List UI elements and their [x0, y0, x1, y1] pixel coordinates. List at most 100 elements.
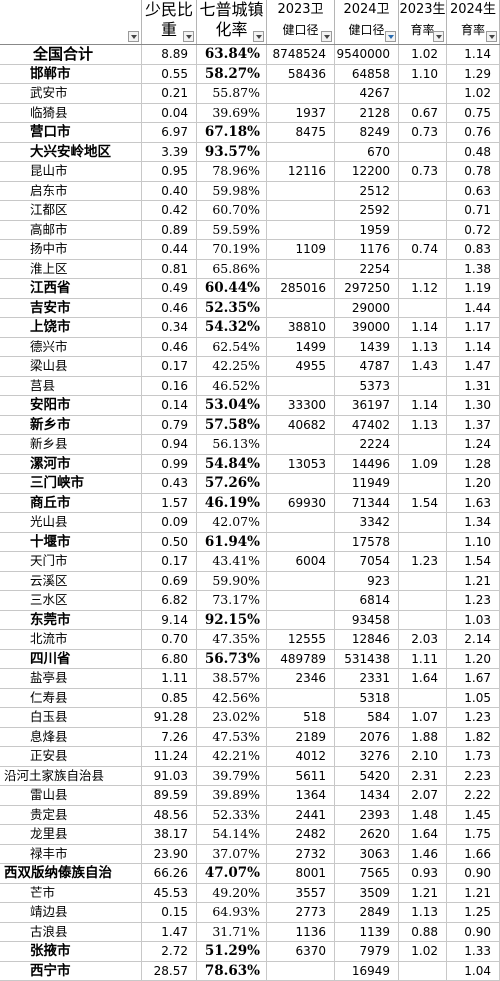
fertility-2023-cell[interactable]: 1.13 — [399, 416, 447, 435]
fertility-2023-cell[interactable]: 0.67 — [399, 104, 447, 123]
health-2024-cell[interactable]: 531438 — [335, 650, 399, 669]
fertility-2024-cell[interactable]: 0.83 — [447, 240, 500, 259]
fertility-2024-cell[interactable]: 1.21 — [447, 572, 500, 591]
health-2023-cell[interactable] — [267, 377, 335, 396]
health-2023-cell[interactable]: 4955 — [267, 357, 335, 376]
health-2023-cell[interactable] — [267, 513, 335, 532]
fertility-2023-cell[interactable]: 2.31 — [399, 767, 447, 786]
health-2023-cell[interactable]: 1937 — [267, 104, 335, 123]
fertility-2023-cell[interactable]: 1.13 — [399, 903, 447, 922]
fertility-2023-cell[interactable] — [399, 221, 447, 240]
region-name-cell[interactable]: 新乡县 — [0, 435, 142, 454]
urbanization-cell[interactable]: 60.70% — [197, 201, 267, 220]
urbanization-cell[interactable]: 42.56% — [197, 689, 267, 708]
region-name-cell[interactable]: 北流市 — [0, 630, 142, 649]
fertility-2024-cell[interactable]: 1.23 — [447, 708, 500, 727]
fertility-2023-cell[interactable] — [399, 533, 447, 552]
urbanization-cell[interactable]: 52.33% — [197, 806, 267, 825]
fertility-2024-cell[interactable]: 0.76 — [447, 123, 500, 142]
fertility-2024-cell[interactable]: 1.10 — [447, 533, 500, 552]
urbanization-cell[interactable]: 54.14% — [197, 825, 267, 844]
minority-share-cell[interactable]: 45.53 — [142, 884, 197, 903]
fertility-2023-cell[interactable]: 0.73 — [399, 123, 447, 142]
region-name-cell[interactable]: 商丘市 — [0, 494, 142, 513]
minority-share-cell[interactable]: 9.14 — [142, 611, 197, 630]
fertility-2024-cell[interactable]: 0.72 — [447, 221, 500, 240]
health-2024-cell[interactable]: 2224 — [335, 435, 399, 454]
health-2023-cell[interactable] — [267, 143, 335, 162]
health-2024-cell[interactable]: 16949 — [335, 962, 399, 981]
fertility-2024-cell[interactable]: 1.37 — [447, 416, 500, 435]
health-2023-cell[interactable] — [267, 962, 335, 981]
health-2023-cell[interactable]: 12555 — [267, 630, 335, 649]
fertility-2023-cell[interactable] — [399, 143, 447, 162]
minority-share-cell[interactable]: 6.80 — [142, 650, 197, 669]
fertility-2023-cell[interactable]: 1.21 — [399, 884, 447, 903]
urbanization-cell[interactable]: 59.59% — [197, 221, 267, 240]
health-2024-cell[interactable]: 29000 — [335, 299, 399, 318]
fertility-2024-cell[interactable]: 1.05 — [447, 689, 500, 708]
urbanization-cell[interactable]: 65.86% — [197, 260, 267, 279]
urbanization-cell[interactable]: 55.87% — [197, 84, 267, 103]
minority-share-cell[interactable]: 8.89 — [142, 45, 197, 64]
region-name-cell[interactable]: 高邮市 — [0, 221, 142, 240]
fertility-2024-cell[interactable]: 1.21 — [447, 884, 500, 903]
region-name-cell[interactable]: 西双版纳傣族自治 — [0, 864, 142, 883]
minority-share-cell[interactable]: 0.69 — [142, 572, 197, 591]
health-2024-cell[interactable]: 2512 — [335, 182, 399, 201]
health-2024-cell[interactable]: 12846 — [335, 630, 399, 649]
urbanization-cell[interactable]: 56.73% — [197, 650, 267, 669]
region-name-cell[interactable]: 临猗县 — [0, 104, 142, 123]
region-name-cell[interactable]: 三门峡市 — [0, 474, 142, 493]
urbanization-cell[interactable]: 54.32% — [197, 318, 267, 337]
health-2024-cell[interactable]: 2076 — [335, 728, 399, 747]
health-2024-cell[interactable]: 36197 — [335, 396, 399, 415]
health-2024-cell[interactable]: 1176 — [335, 240, 399, 259]
health-2023-cell[interactable] — [267, 84, 335, 103]
health-2024-cell[interactable]: 5318 — [335, 689, 399, 708]
health-2023-cell[interactable]: 38810 — [267, 318, 335, 337]
fertility-2024-cell[interactable]: 1.75 — [447, 825, 500, 844]
urbanization-cell[interactable]: 23.02% — [197, 708, 267, 727]
urbanization-cell[interactable]: 37.07% — [197, 845, 267, 864]
region-name-cell[interactable]: 龙里县 — [0, 825, 142, 844]
fertility-2023-cell[interactable]: 1.10 — [399, 65, 447, 84]
fertility-2024-cell[interactable]: 0.63 — [447, 182, 500, 201]
fertility-2023-cell[interactable] — [399, 84, 447, 103]
fertility-2024-cell[interactable]: 2.14 — [447, 630, 500, 649]
urbanization-cell[interactable]: 64.93% — [197, 903, 267, 922]
fertility-2023-cell[interactable]: 1.14 — [399, 396, 447, 415]
urbanization-cell[interactable]: 47.35% — [197, 630, 267, 649]
fertility-2024-cell[interactable]: 1.66 — [447, 845, 500, 864]
fertility-2023-cell[interactable]: 1.14 — [399, 318, 447, 337]
health-2024-cell[interactable]: 93458 — [335, 611, 399, 630]
fertility-2023-cell[interactable] — [399, 591, 447, 610]
region-name-cell[interactable]: 禄丰市 — [0, 845, 142, 864]
fertility-2024-cell[interactable]: 0.90 — [447, 923, 500, 942]
region-name-cell[interactable]: 莒县 — [0, 377, 142, 396]
region-name-cell[interactable]: 雷山县 — [0, 786, 142, 805]
fertility-2023-cell[interactable]: 1.43 — [399, 357, 447, 376]
fertility-2024-cell[interactable]: 2.22 — [447, 786, 500, 805]
minority-share-cell[interactable]: 0.40 — [142, 182, 197, 201]
minority-share-cell[interactable]: 23.90 — [142, 845, 197, 864]
minority-share-cell[interactable]: 0.85 — [142, 689, 197, 708]
minority-share-cell[interactable]: 91.28 — [142, 708, 197, 727]
health-2023-cell[interactable] — [267, 299, 335, 318]
minority-share-cell[interactable]: 1.11 — [142, 669, 197, 688]
fertility-2024-cell[interactable]: 0.75 — [447, 104, 500, 123]
fertility-2024-cell[interactable]: 1.25 — [447, 903, 500, 922]
fertility-2023-cell[interactable]: 0.73 — [399, 162, 447, 181]
urbanization-cell[interactable]: 39.79% — [197, 767, 267, 786]
fertility-2023-cell[interactable] — [399, 201, 447, 220]
fertility-2023-cell[interactable]: 1.88 — [399, 728, 447, 747]
minority-share-cell[interactable]: 0.46 — [142, 338, 197, 357]
urbanization-cell[interactable]: 59.90% — [197, 572, 267, 591]
health-2024-cell[interactable]: 7054 — [335, 552, 399, 571]
fertility-2023-cell[interactable] — [399, 962, 447, 981]
fertility-2023-cell[interactable]: 2.07 — [399, 786, 447, 805]
fertility-2024-cell[interactable]: 1.20 — [447, 474, 500, 493]
fertility-2024-cell[interactable]: 1.63 — [447, 494, 500, 513]
urbanization-cell[interactable]: 78.96% — [197, 162, 267, 181]
fertility-2024-cell[interactable]: 1.03 — [447, 611, 500, 630]
